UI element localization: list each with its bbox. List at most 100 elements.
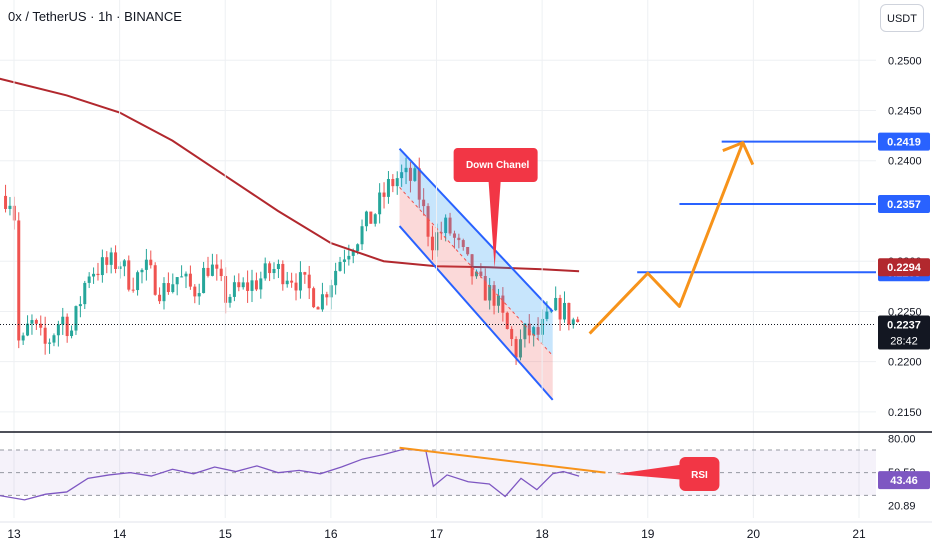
candle-body — [114, 252, 118, 269]
candle-body — [571, 319, 575, 325]
candle-body — [210, 264, 214, 276]
candle-body — [197, 293, 201, 297]
candle-body — [316, 307, 320, 310]
candle-body — [4, 195, 8, 209]
rsi-line — [0, 448, 580, 501]
main-pane — [0, 59, 876, 413]
time-tick-label: 15 — [219, 527, 233, 541]
candle-body — [351, 251, 355, 256]
channel-lower-line — [398, 225, 554, 401]
candle-body — [52, 335, 56, 343]
time-tick-label: 20 — [747, 527, 761, 541]
candle-body — [312, 288, 316, 308]
candle-body — [404, 167, 408, 173]
rsi-callout-pointer — [616, 464, 687, 480]
candle-body — [298, 272, 302, 291]
candle-body — [122, 260, 126, 267]
candle-body — [378, 192, 382, 215]
candle-body — [92, 273, 96, 277]
time-tick-label: 18 — [535, 527, 549, 541]
level-label: 0.2419 — [887, 137, 921, 149]
candle-body — [109, 252, 113, 265]
last-price-tag — [878, 315, 930, 350]
candle-body — [259, 278, 263, 290]
candle-body — [364, 211, 368, 227]
candle-body — [545, 311, 549, 319]
chart-title: 0x / TetherUS · 1h · BINANCE — [8, 9, 182, 24]
candle-body — [325, 294, 329, 298]
candle-body — [303, 272, 307, 275]
time-tick-label: 19 — [641, 527, 655, 541]
rsi-tick-label: 20.89 — [888, 501, 916, 513]
price-tick-label: 0.2200 — [888, 357, 922, 369]
candle-body — [237, 282, 241, 288]
candle-body — [136, 272, 140, 291]
price-tick-label: 0.2150 — [888, 407, 922, 419]
candle-body — [78, 304, 82, 307]
candle-body — [153, 265, 157, 295]
candle-body — [536, 327, 540, 335]
candle-body — [21, 335, 25, 341]
candle-body — [228, 296, 232, 303]
candle-body — [400, 172, 404, 179]
candle-body — [382, 192, 386, 197]
candle-body — [320, 294, 324, 310]
candle-body — [408, 167, 412, 181]
time-tick-label: 14 — [113, 527, 127, 541]
candle-body — [254, 280, 258, 290]
candle-body — [307, 274, 311, 289]
candle-body — [48, 342, 52, 344]
candle-body — [479, 271, 483, 276]
candle-body — [448, 217, 452, 234]
candle-body — [272, 268, 276, 274]
candle-body — [39, 323, 43, 328]
rsi-value-tag — [878, 471, 930, 490]
candle-body — [461, 240, 465, 247]
candle-body — [219, 268, 223, 277]
channel-lower-fill — [399, 187, 553, 400]
candle-body — [514, 339, 518, 358]
candle-body — [356, 244, 360, 252]
currency-button[interactable]: USDT — [880, 4, 924, 32]
candle-body — [166, 283, 170, 292]
channel-upper-fill — [399, 148, 553, 356]
candle-body — [96, 273, 100, 276]
candle-body — [457, 237, 461, 241]
candle-body — [470, 254, 474, 277]
candle-body — [492, 285, 496, 306]
candle-body — [215, 264, 219, 269]
channel-upper-line — [398, 148, 554, 313]
candle-body — [338, 261, 342, 271]
candle-body — [386, 179, 390, 197]
candle-body — [162, 283, 166, 302]
candle-body — [17, 220, 21, 341]
candle-body — [510, 328, 514, 340]
candle-body — [444, 217, 448, 234]
candle-body — [501, 295, 505, 313]
level-tag — [878, 194, 930, 213]
candle-body — [206, 267, 210, 276]
ma-price-tag — [878, 258, 930, 277]
countdown-label: 28:42 — [890, 336, 918, 348]
candle-body — [518, 339, 522, 358]
projection-arrow-head — [722, 141, 755, 166]
candle-body — [105, 257, 109, 265]
candle-body — [61, 316, 65, 325]
candle-body — [30, 320, 34, 324]
candle-body — [87, 276, 91, 283]
candle-body — [8, 205, 12, 209]
ma-price-label: 0.2294 — [887, 262, 922, 274]
candle-body — [395, 178, 399, 187]
channel-midline — [399, 187, 554, 356]
candle-body — [202, 267, 206, 294]
candle-body — [193, 286, 197, 297]
candle-body — [558, 297, 562, 320]
candle-body — [26, 323, 30, 336]
candle-body — [171, 284, 175, 292]
candle-body — [496, 295, 500, 306]
candle-body — [342, 259, 346, 262]
candle-body — [184, 273, 188, 277]
candle-body — [422, 199, 426, 207]
